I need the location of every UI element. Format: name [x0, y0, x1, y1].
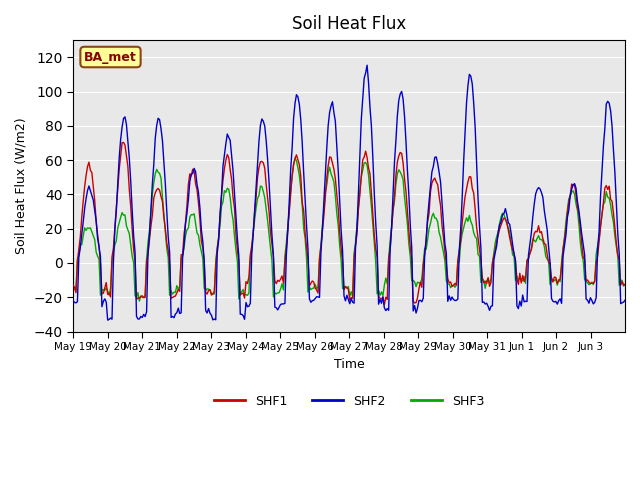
Title: Soil Heat Flux: Soil Heat Flux [292, 15, 406, 33]
Text: BA_met: BA_met [84, 50, 137, 63]
Legend: SHF1, SHF2, SHF3: SHF1, SHF2, SHF3 [209, 390, 490, 413]
X-axis label: Time: Time [333, 358, 364, 371]
Y-axis label: Soil Heat Flux (W/m2): Soil Heat Flux (W/m2) [15, 118, 28, 254]
